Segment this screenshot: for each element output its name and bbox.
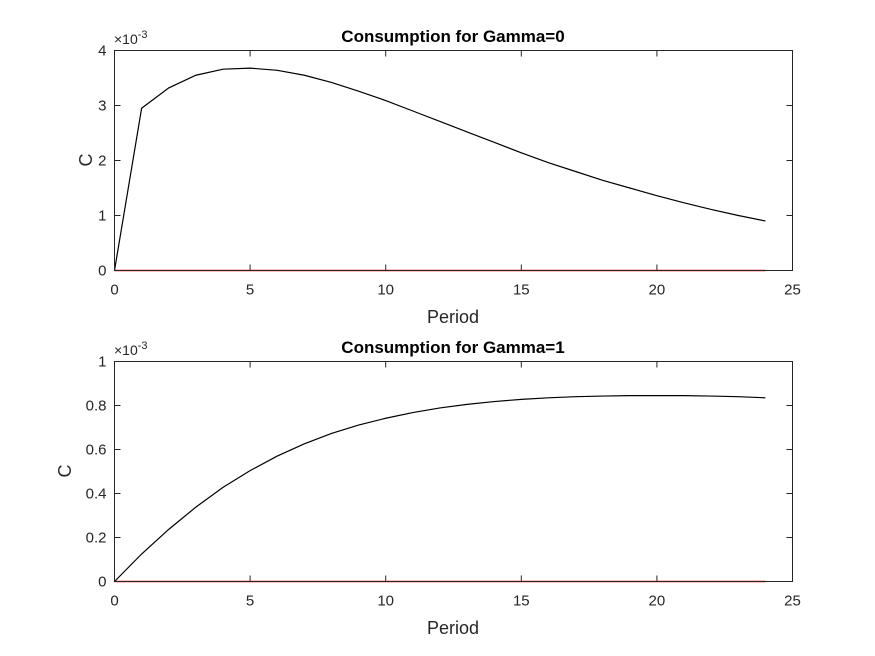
- y-axis-label: C: [76, 154, 96, 167]
- y-tick-label: 0: [98, 263, 106, 280]
- y-tick-label: 0.4: [86, 486, 107, 503]
- consumption-line: [113, 67, 766, 271]
- y-tick-label: 0.8: [86, 398, 107, 415]
- x-axis-label: Period: [427, 307, 479, 327]
- x-tick-label: 0: [110, 282, 118, 299]
- axes-frame: [114, 361, 793, 582]
- x-tick-label: 25: [784, 282, 801, 299]
- y-tick-label: 4: [98, 43, 106, 60]
- x-tick-label: 20: [649, 593, 666, 610]
- y-tick-label: 0.6: [86, 442, 107, 459]
- chart-panel-gamma-1: Consumption for Gamma=1 ×10-3 C Period 0…: [55, 338, 801, 638]
- x-tick-label: 5: [246, 593, 254, 610]
- chart-panel-gamma-0: Consumption for Gamma=0 ×10-3 C Period 0…: [76, 27, 801, 327]
- y-axis-label: C: [55, 465, 75, 478]
- y-tick-label: 0.2: [86, 530, 107, 547]
- axes-frame: [114, 50, 793, 271]
- x-tick-label: 20: [649, 282, 666, 299]
- x-tick-label: 5: [246, 282, 254, 299]
- consumption-line: [114, 395, 766, 582]
- x-tick-label: 0: [110, 593, 118, 610]
- y-exponent-label: ×10-3: [114, 29, 148, 47]
- x-tick-label: 10: [377, 593, 394, 610]
- chart-title: Consumption for Gamma=0: [341, 27, 564, 46]
- y-tick-label: 1: [98, 354, 106, 371]
- y-tick-label: 3: [98, 98, 106, 115]
- y-tick-label: 1: [98, 208, 106, 225]
- x-tick-label: 25: [784, 593, 801, 610]
- x-axis-label: Period: [427, 618, 479, 638]
- series-group: [114, 395, 766, 583]
- y-tick-label: 0: [98, 574, 106, 591]
- axis-ticks: 0 5 10 15 20 25 0 1 2 3 4: [98, 43, 801, 299]
- y-tick-label: 2: [98, 153, 106, 170]
- axis-ticks: 0 5 10 15 20 25 0 0.2 0.4 0.6 0.8 1: [86, 354, 801, 610]
- x-tick-label: 10: [377, 282, 394, 299]
- y-exponent-label: ×10-3: [114, 340, 148, 358]
- series-group: [113, 67, 766, 272]
- chart-title: Consumption for Gamma=1: [341, 338, 564, 357]
- x-tick-label: 15: [513, 282, 530, 299]
- x-tick-label: 15: [513, 593, 530, 610]
